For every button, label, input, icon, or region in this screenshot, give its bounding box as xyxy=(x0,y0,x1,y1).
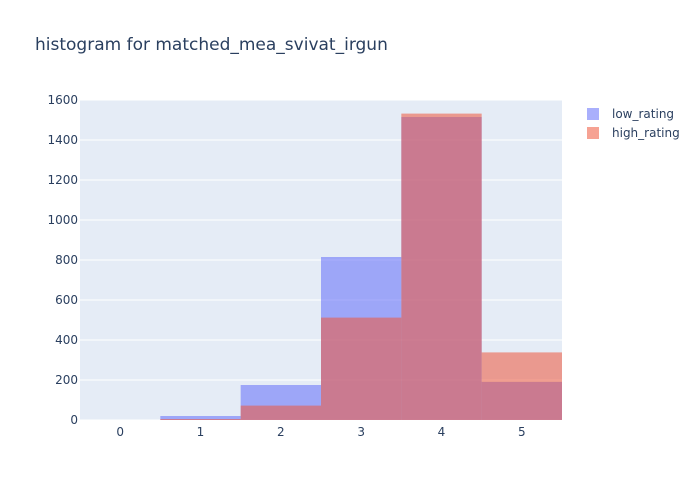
x-tick-label: 3 xyxy=(357,425,365,439)
x-tick-label: 2 xyxy=(277,425,285,439)
bar-high_rating-5 xyxy=(481,352,562,420)
legend-label: low_rating xyxy=(612,107,674,121)
y-tick-label: 1200 xyxy=(47,173,78,187)
y-tick-label: 200 xyxy=(55,373,78,387)
y-tick-label: 0 xyxy=(70,413,78,427)
x-axis-ticks: 0 1 2 3 4 5 xyxy=(116,425,525,439)
y-tick-label: 400 xyxy=(55,333,78,347)
legend-label: high_rating xyxy=(612,126,680,140)
bars-layer xyxy=(160,113,562,420)
y-axis-ticks: 0 200 400 600 800 1000 1200 1400 1600 xyxy=(47,93,78,427)
y-tick-label: 1000 xyxy=(47,213,78,227)
chart-title: histogram for matched_mea_svivat_irgun xyxy=(35,35,388,55)
series-high_rating xyxy=(160,113,562,420)
legend[interactable]: low_rating high_rating xyxy=(587,107,680,140)
x-tick-label: 1 xyxy=(197,425,205,439)
legend-item-low_rating[interactable]: low_rating xyxy=(587,107,674,121)
legend-swatch xyxy=(587,108,599,120)
y-tick-label: 1600 xyxy=(47,93,78,107)
y-tick-label: 600 xyxy=(55,293,78,307)
bar-high_rating-1 xyxy=(160,419,241,420)
y-tick-label: 1400 xyxy=(47,133,78,147)
x-tick-label: 5 xyxy=(518,425,526,439)
y-tick-label: 800 xyxy=(55,253,78,267)
bar-high_rating-3 xyxy=(321,317,402,420)
x-tick-label: 4 xyxy=(438,425,446,439)
legend-swatch xyxy=(587,127,599,139)
bar-high_rating-2 xyxy=(240,405,321,420)
legend-item-high_rating[interactable]: high_rating xyxy=(587,126,680,140)
bar-high_rating-4 xyxy=(401,113,482,420)
x-tick-label: 0 xyxy=(116,425,124,439)
bar-low_rating-1 xyxy=(160,416,241,420)
